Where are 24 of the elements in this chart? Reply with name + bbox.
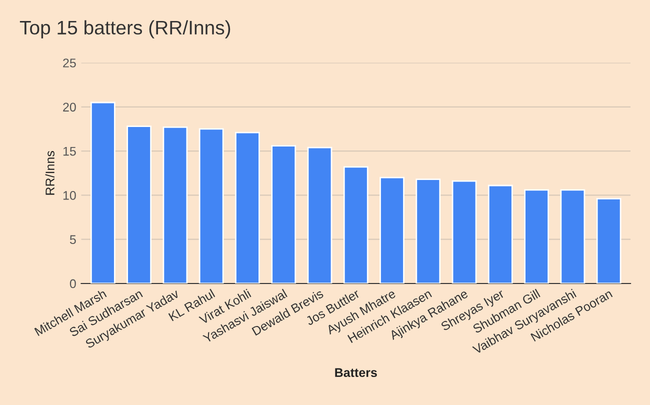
bar <box>416 178 441 284</box>
bar <box>488 184 513 284</box>
bar <box>343 166 368 284</box>
bar <box>560 189 586 284</box>
y-axis-title: RR/Inns <box>45 151 54 195</box>
x-axis-title: Batters <box>335 368 377 377</box>
bar <box>126 126 152 284</box>
chart-title: Top 15 batters (RR/Inns) <box>20 20 230 38</box>
bar <box>307 146 332 284</box>
y-tick-label: 25 <box>63 58 76 68</box>
y-tick-label: 5 <box>70 235 76 244</box>
bar <box>524 189 549 284</box>
bar <box>380 176 404 284</box>
bar <box>90 102 116 284</box>
y-tick-label: 20 <box>63 102 76 112</box>
bar <box>596 198 622 284</box>
y-tick-label: 15 <box>63 146 76 156</box>
y-tick-label: 0 <box>70 279 76 288</box>
bar <box>162 126 188 284</box>
bar <box>198 128 224 284</box>
bar <box>235 132 260 284</box>
y-tick-label: 10 <box>63 191 76 200</box>
bar <box>271 145 296 284</box>
bar <box>452 180 477 284</box>
